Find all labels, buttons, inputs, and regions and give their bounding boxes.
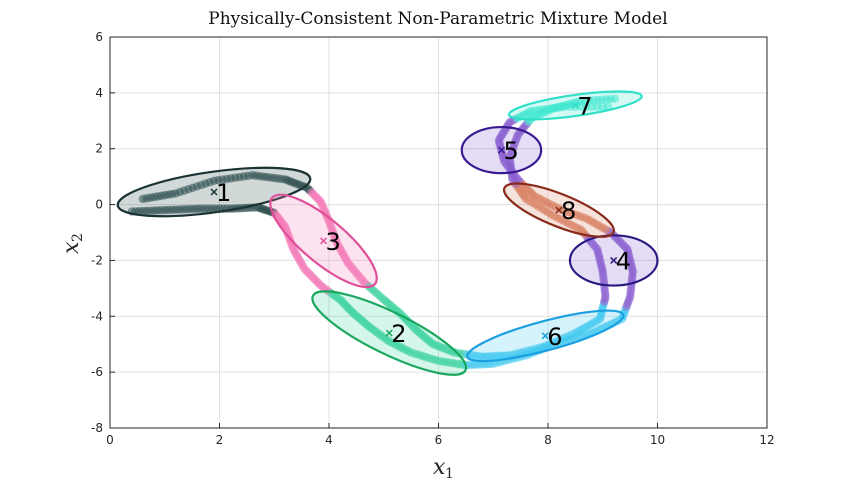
y-axis-label-main: x	[59, 241, 84, 254]
y-tick-label: 0	[95, 198, 103, 212]
component-label-6: 6	[547, 323, 562, 351]
component-label-2: 2	[391, 320, 406, 348]
component-label-7: 7	[577, 92, 592, 120]
y-tick-label: -8	[91, 421, 103, 435]
x-tick-label: 2	[216, 433, 224, 447]
component-label-3: 3	[326, 228, 341, 256]
x-tick-label: 12	[759, 433, 774, 447]
x-tick-label: 4	[325, 433, 333, 447]
y-tick-label: 4	[95, 86, 103, 100]
x-tick-labels: 0 2 4 6 8 10 12	[106, 433, 774, 447]
y-tick-label: -4	[91, 309, 103, 323]
y-axis-label-sub: 2	[70, 233, 86, 242]
center-marker-3	[319, 237, 328, 245]
center-marker-4	[610, 256, 618, 264]
x-axis-label-sub: 1	[445, 466, 454, 482]
component-label-5: 5	[503, 137, 518, 165]
center-marker-5	[497, 146, 505, 154]
trajectory-point	[610, 94, 620, 103]
center-marker-7	[571, 101, 579, 109]
x-tick-label: 6	[435, 433, 443, 447]
x-tick-label: 10	[650, 433, 665, 447]
plot-frame	[109, 36, 768, 429]
x-tick-label: 0	[106, 433, 114, 447]
component-labels: 1 2 3 4 5 6 7 8	[216, 92, 631, 350]
y-axis-label: x 2	[59, 233, 86, 254]
chart-title: Physically-Consistent Non-Parametric Mix…	[208, 9, 667, 29]
component-label-4: 4	[616, 247, 631, 275]
component-label-1: 1	[216, 179, 231, 207]
y-tick-labels: -8 -6 -4 -2 0 2 4 6	[91, 30, 103, 435]
center-marker-2	[385, 329, 393, 337]
center-marker-8	[555, 206, 563, 214]
component-ellipses	[116, 90, 659, 376]
center-marker-6	[541, 332, 549, 340]
y-tick-label: 6	[95, 30, 103, 44]
x-tick-label: 8	[544, 433, 552, 447]
x-axis-label-main: x	[433, 455, 446, 480]
x-axis-label: x 1	[433, 455, 454, 482]
component-label-8: 8	[561, 197, 576, 225]
trajectory-layer	[127, 94, 638, 370]
y-tick-label: 2	[95, 142, 103, 156]
y-tick-label: -2	[91, 253, 103, 267]
y-tick-label: -6	[91, 365, 103, 379]
center-marker-1	[210, 188, 218, 196]
component-center-markers	[210, 101, 618, 340]
